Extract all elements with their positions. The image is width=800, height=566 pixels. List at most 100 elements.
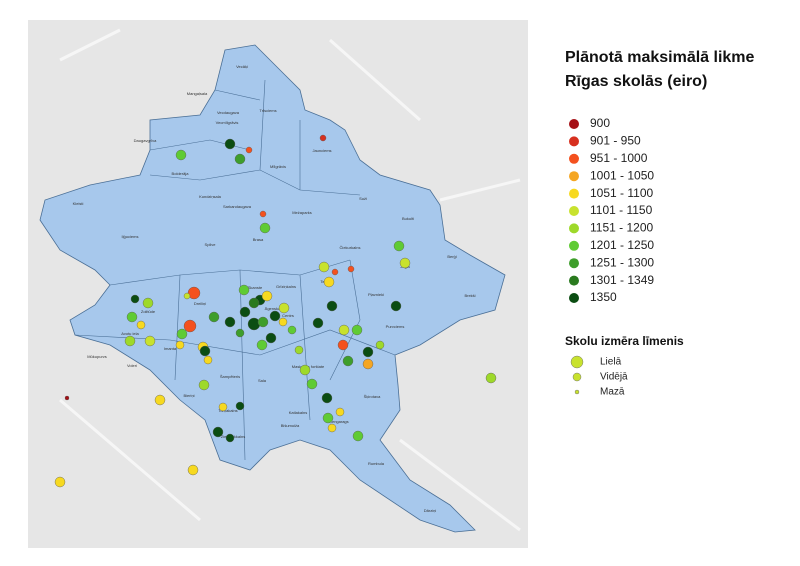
legend-label: 1350 [590, 290, 617, 304]
school-marker [144, 335, 156, 347]
legend-swatch [569, 153, 579, 164]
school-marker [337, 339, 349, 351]
school-marker [335, 407, 345, 417]
school-marker [375, 340, 385, 350]
school-marker [259, 222, 271, 234]
neighborhood-label: Iļģuciems [122, 234, 139, 239]
neighborhood-label: Berģi [447, 254, 456, 259]
neighborhood-label: Bolderāja [172, 171, 190, 176]
school-marker [323, 276, 335, 288]
school-marker [245, 146, 253, 154]
school-marker [208, 311, 220, 323]
neighborhood-label: Ķengarags [329, 419, 348, 424]
size-label: Mazā [600, 387, 625, 398]
neighborhood-label: Vecmīlgrāvis [216, 120, 239, 125]
neighborhood-label: Imanta [164, 346, 177, 351]
school-marker [130, 294, 140, 304]
legend-label: 1001 - 1050 [590, 168, 654, 182]
neighborhood-label: Čiekurkalns [340, 245, 361, 250]
neighborhood-label: Spilve [205, 242, 217, 247]
legend-label: 900 [590, 116, 610, 130]
legend-label: 951 - 1000 [590, 151, 648, 165]
school-marker [327, 423, 337, 433]
neighborhood-label: Pļavnieki [368, 292, 384, 297]
size-swatch [570, 355, 584, 369]
school-marker [393, 240, 405, 252]
school-marker [175, 149, 187, 161]
school-marker [126, 311, 138, 323]
neighborhood-label: Brekši [464, 293, 475, 298]
school-marker [175, 340, 185, 350]
legend-swatch [569, 223, 579, 234]
neighborhood-label: Zolitūde [141, 309, 156, 314]
legend-label: 1051 - 1100 [590, 186, 653, 200]
neighborhood-label: Skanste [248, 285, 263, 290]
legend-label: 1201 - 1250 [590, 238, 654, 252]
school-marker [136, 320, 146, 330]
school-marker [287, 325, 297, 335]
size-swatch [574, 389, 580, 395]
school-marker [351, 324, 363, 336]
school-marker [319, 134, 327, 142]
neighborhood-label: Rumbula [368, 461, 385, 466]
school-marker [259, 210, 267, 218]
school-marker [261, 290, 273, 302]
school-marker [278, 317, 288, 327]
neighborhood-label: Centrs [282, 313, 294, 318]
neighborhood-label: Mangaļsala [187, 91, 208, 96]
school-marker [306, 378, 318, 390]
neighborhood-label: Sarkandaugava [223, 204, 252, 209]
neighborhood-label: Brasa [253, 237, 264, 242]
school-marker [235, 401, 245, 411]
school-marker [154, 394, 166, 406]
neighborhood-label: Bišumuiža [281, 423, 300, 428]
neighborhood-label: Mīlgrāvis [270, 164, 286, 169]
school-marker [299, 364, 311, 376]
school-marker [235, 328, 245, 338]
school-marker [269, 310, 281, 322]
legend-title: Rīgas skolās (eiro) [565, 73, 707, 90]
neighborhood-label: Daugavgrīva [134, 138, 157, 143]
neighborhood-label: Katlakalns [289, 410, 307, 415]
size-label: Lielā [600, 357, 622, 368]
school-marker [64, 395, 70, 401]
district-borders [74, 79, 396, 461]
neighborhood-label: Avotu iela [121, 331, 139, 336]
legend-swatch [569, 188, 579, 199]
school-marker [183, 319, 197, 333]
neighborhood-label: Mežaparks [292, 210, 312, 215]
neighborhood-label: Mūkupurvs [87, 354, 107, 359]
school-marker [338, 324, 350, 336]
neighborhood-label: Voleri [127, 363, 137, 368]
school-marker [224, 316, 236, 328]
legend-label: 1101 - 1150 [590, 203, 653, 217]
legend-swatch [569, 206, 579, 216]
legend-swatch [569, 293, 579, 303]
legend-swatch [569, 275, 579, 286]
legend-swatch [569, 171, 579, 182]
school-marker [142, 297, 154, 309]
school-marker [362, 358, 374, 370]
city-area [39, 44, 506, 533]
legend-label: 1151 - 1200 [590, 221, 653, 235]
school-marker [312, 317, 324, 329]
school-marker [238, 284, 250, 296]
school-marker [390, 300, 402, 312]
neighborhood-label: Dārziņi [424, 508, 437, 513]
school-marker [265, 332, 277, 344]
school-marker [176, 328, 188, 340]
school-marker [318, 261, 330, 273]
legend-swatch [569, 258, 579, 269]
size-label: Vidējā [600, 372, 628, 383]
neighborhood-label: Bukulti [402, 216, 414, 221]
school-marker [124, 335, 136, 347]
neighborhood-label: Sala [258, 378, 267, 383]
legend-swatch [569, 240, 579, 251]
legend-title: Plānotā maksimālā likme [565, 49, 755, 66]
school-marker [203, 355, 213, 365]
neighborhood-label: Kundziņsala [199, 194, 222, 199]
school-marker [225, 433, 235, 443]
neighborhood-label: Jaunciems [312, 148, 331, 153]
school-marker [256, 339, 268, 351]
